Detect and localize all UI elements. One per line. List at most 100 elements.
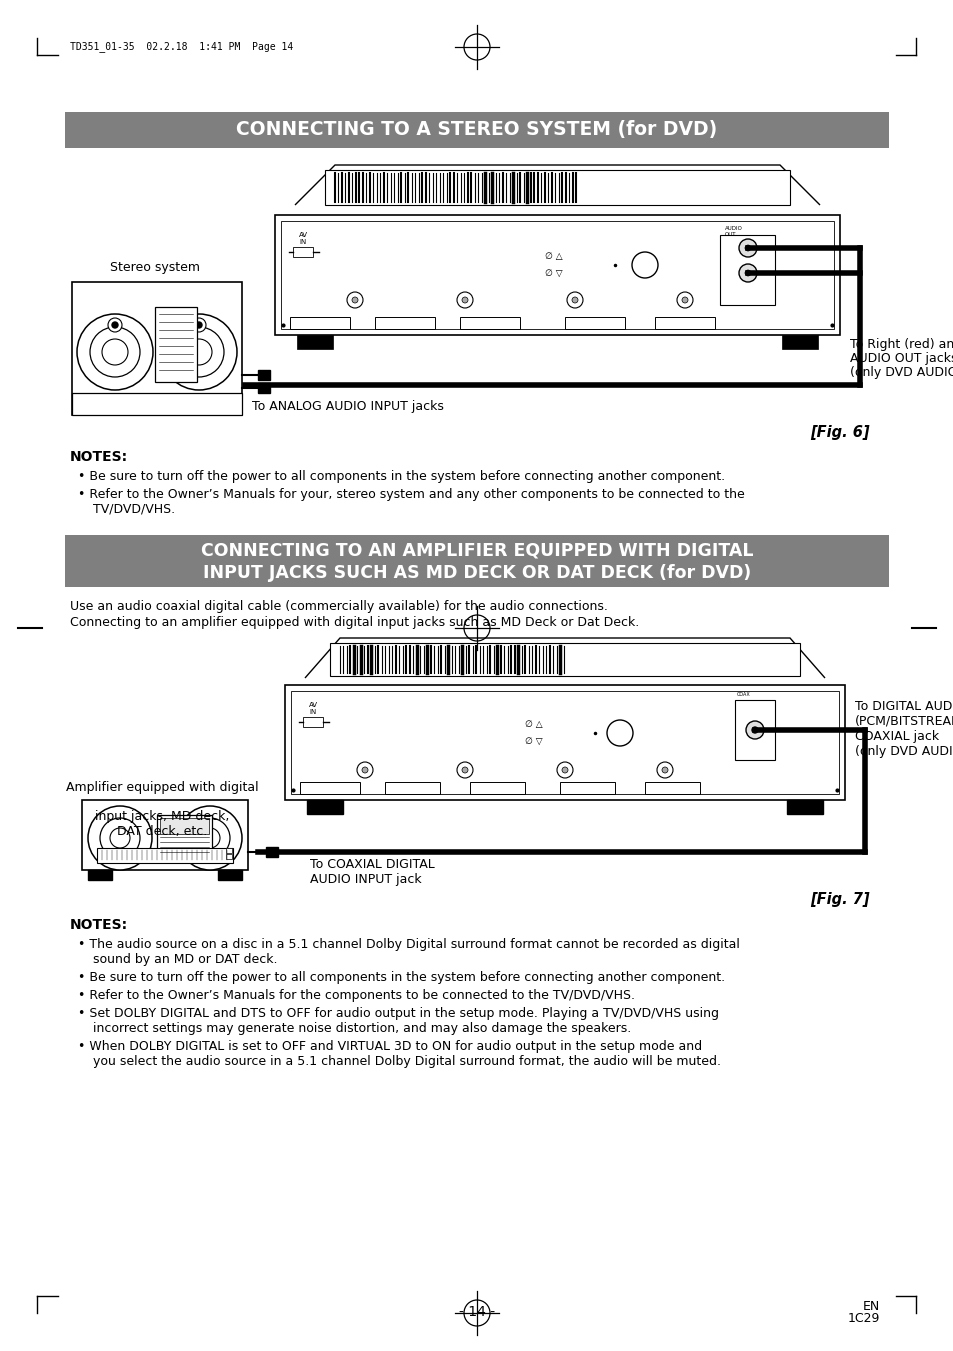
Circle shape — [186, 339, 212, 365]
Bar — [375, 317, 435, 330]
Circle shape — [190, 817, 230, 858]
Text: (only DVD AUDIO OUT): (only DVD AUDIO OUT) — [854, 744, 953, 758]
Circle shape — [192, 317, 206, 332]
Bar — [257, 370, 270, 380]
Bar — [274, 215, 840, 335]
Text: AUDIO INPUT jack: AUDIO INPUT jack — [310, 873, 421, 886]
Bar — [65, 535, 888, 586]
Bar — [160, 817, 209, 834]
Circle shape — [572, 297, 578, 303]
Circle shape — [677, 292, 692, 308]
Text: • Refer to the Owner’s Manuals for your, stereo system and any other components : • Refer to the Owner’s Manuals for your,… — [78, 488, 744, 501]
Text: TD351_01-35  02.2.18  1:41 PM  Page 14: TD351_01-35 02.2.18 1:41 PM Page 14 — [70, 42, 293, 53]
Circle shape — [361, 767, 368, 773]
Bar — [325, 170, 789, 205]
Bar — [71, 282, 242, 415]
Circle shape — [456, 292, 473, 308]
Circle shape — [112, 322, 118, 328]
Circle shape — [456, 762, 473, 778]
Bar — [291, 690, 838, 794]
Text: OUT: OUT — [724, 231, 736, 236]
Bar — [644, 782, 700, 794]
Bar — [781, 335, 817, 349]
Text: CONNECTING TO A STEREO SYSTEM (for DVD): CONNECTING TO A STEREO SYSTEM (for DVD) — [236, 120, 717, 139]
Circle shape — [461, 297, 468, 303]
Bar — [154, 307, 196, 382]
Circle shape — [561, 767, 567, 773]
Circle shape — [681, 297, 687, 303]
Text: (PCM/BITSTREAM): (PCM/BITSTREAM) — [854, 715, 953, 728]
Circle shape — [352, 297, 357, 303]
Bar — [559, 782, 615, 794]
Bar — [157, 815, 212, 861]
Bar — [285, 685, 844, 800]
Bar — [281, 222, 833, 330]
Circle shape — [178, 807, 242, 870]
Circle shape — [347, 292, 363, 308]
Text: AUDIO: AUDIO — [724, 227, 742, 231]
Circle shape — [356, 762, 373, 778]
Text: EN: EN — [862, 1300, 879, 1313]
Text: [Fig. 7]: [Fig. 7] — [810, 892, 869, 907]
Text: To DIGITAL AUDIO OUT: To DIGITAL AUDIO OUT — [854, 700, 953, 713]
Text: AUDIO OUT jacks: AUDIO OUT jacks — [849, 353, 953, 365]
Circle shape — [88, 807, 152, 870]
Circle shape — [110, 828, 130, 848]
Text: [Fig. 6]: [Fig. 6] — [810, 426, 869, 440]
Bar — [82, 800, 248, 870]
Bar — [266, 847, 277, 857]
Circle shape — [606, 720, 633, 746]
Text: AV: AV — [298, 232, 307, 238]
Text: NOTES:: NOTES: — [70, 917, 128, 932]
Circle shape — [557, 762, 573, 778]
Text: you select the audio source in a 5.1 channel Dolby Digital surround format, the : you select the audio source in a 5.1 cha… — [92, 1055, 720, 1069]
Circle shape — [102, 339, 128, 365]
Text: COAXIAL jack: COAXIAL jack — [854, 730, 938, 743]
Text: ∅ ▽: ∅ ▽ — [524, 736, 542, 746]
Bar — [459, 317, 519, 330]
Text: Connecting to an amplifier equipped with digital input jacks such as MD Deck or : Connecting to an amplifier equipped with… — [70, 616, 639, 630]
Text: DAT deck, etc.: DAT deck, etc. — [117, 825, 207, 838]
Bar — [226, 854, 232, 859]
Circle shape — [745, 721, 763, 739]
Text: IN: IN — [299, 239, 306, 245]
Bar — [88, 870, 112, 880]
Text: 1C29: 1C29 — [846, 1312, 879, 1325]
Circle shape — [744, 245, 750, 251]
Circle shape — [195, 322, 202, 328]
Circle shape — [739, 263, 757, 282]
Bar — [307, 800, 343, 815]
Bar — [71, 393, 242, 415]
Text: • Refer to the Owner’s Manuals for the components to be connected to the TV/DVD/: • Refer to the Owner’s Manuals for the c… — [78, 989, 635, 1002]
Circle shape — [200, 828, 220, 848]
Bar — [303, 717, 323, 727]
Circle shape — [657, 762, 672, 778]
Text: (only DVD AUDIO OUT): (only DVD AUDIO OUT) — [849, 366, 953, 380]
Bar — [296, 335, 333, 349]
Bar — [299, 782, 359, 794]
Circle shape — [566, 292, 582, 308]
Text: To ANALOG AUDIO INPUT jacks: To ANALOG AUDIO INPUT jacks — [252, 400, 443, 413]
Bar — [655, 317, 714, 330]
Text: • Set DOLBY DIGITAL and DTS to OFF for audio output in the setup mode. Playing a: • Set DOLBY DIGITAL and DTS to OFF for a… — [78, 1006, 719, 1020]
Text: CONNECTING TO AN AMPLIFIER EQUIPPED WITH DIGITAL: CONNECTING TO AN AMPLIFIER EQUIPPED WITH… — [200, 542, 753, 561]
Circle shape — [661, 767, 667, 773]
Text: Stereo system: Stereo system — [110, 261, 200, 274]
Text: NOTES:: NOTES: — [70, 450, 128, 463]
Text: ∅ △: ∅ △ — [524, 720, 542, 730]
Text: sound by an MD or DAT deck.: sound by an MD or DAT deck. — [92, 952, 277, 966]
Bar — [257, 382, 270, 393]
Text: To COAXIAL DIGITAL: To COAXIAL DIGITAL — [310, 858, 435, 871]
Text: - 14 -: - 14 - — [458, 1305, 495, 1319]
Circle shape — [173, 327, 224, 377]
Text: INPUT JACKS SUCH AS MD DECK OR DAT DECK (for DVD): INPUT JACKS SUCH AS MD DECK OR DAT DECK … — [203, 563, 750, 582]
Text: incorrect settings may generate noise distortion, and may also damage the speake: incorrect settings may generate noise di… — [92, 1021, 631, 1035]
Text: • Be sure to turn off the power to all components in the system before connectin: • Be sure to turn off the power to all c… — [78, 971, 724, 984]
Bar — [290, 317, 350, 330]
Text: TV/DVD/VHS.: TV/DVD/VHS. — [92, 503, 175, 516]
Text: COAX: COAX — [737, 693, 750, 697]
Bar — [720, 235, 774, 305]
Circle shape — [739, 239, 757, 257]
Bar — [65, 112, 888, 149]
Circle shape — [77, 313, 152, 390]
